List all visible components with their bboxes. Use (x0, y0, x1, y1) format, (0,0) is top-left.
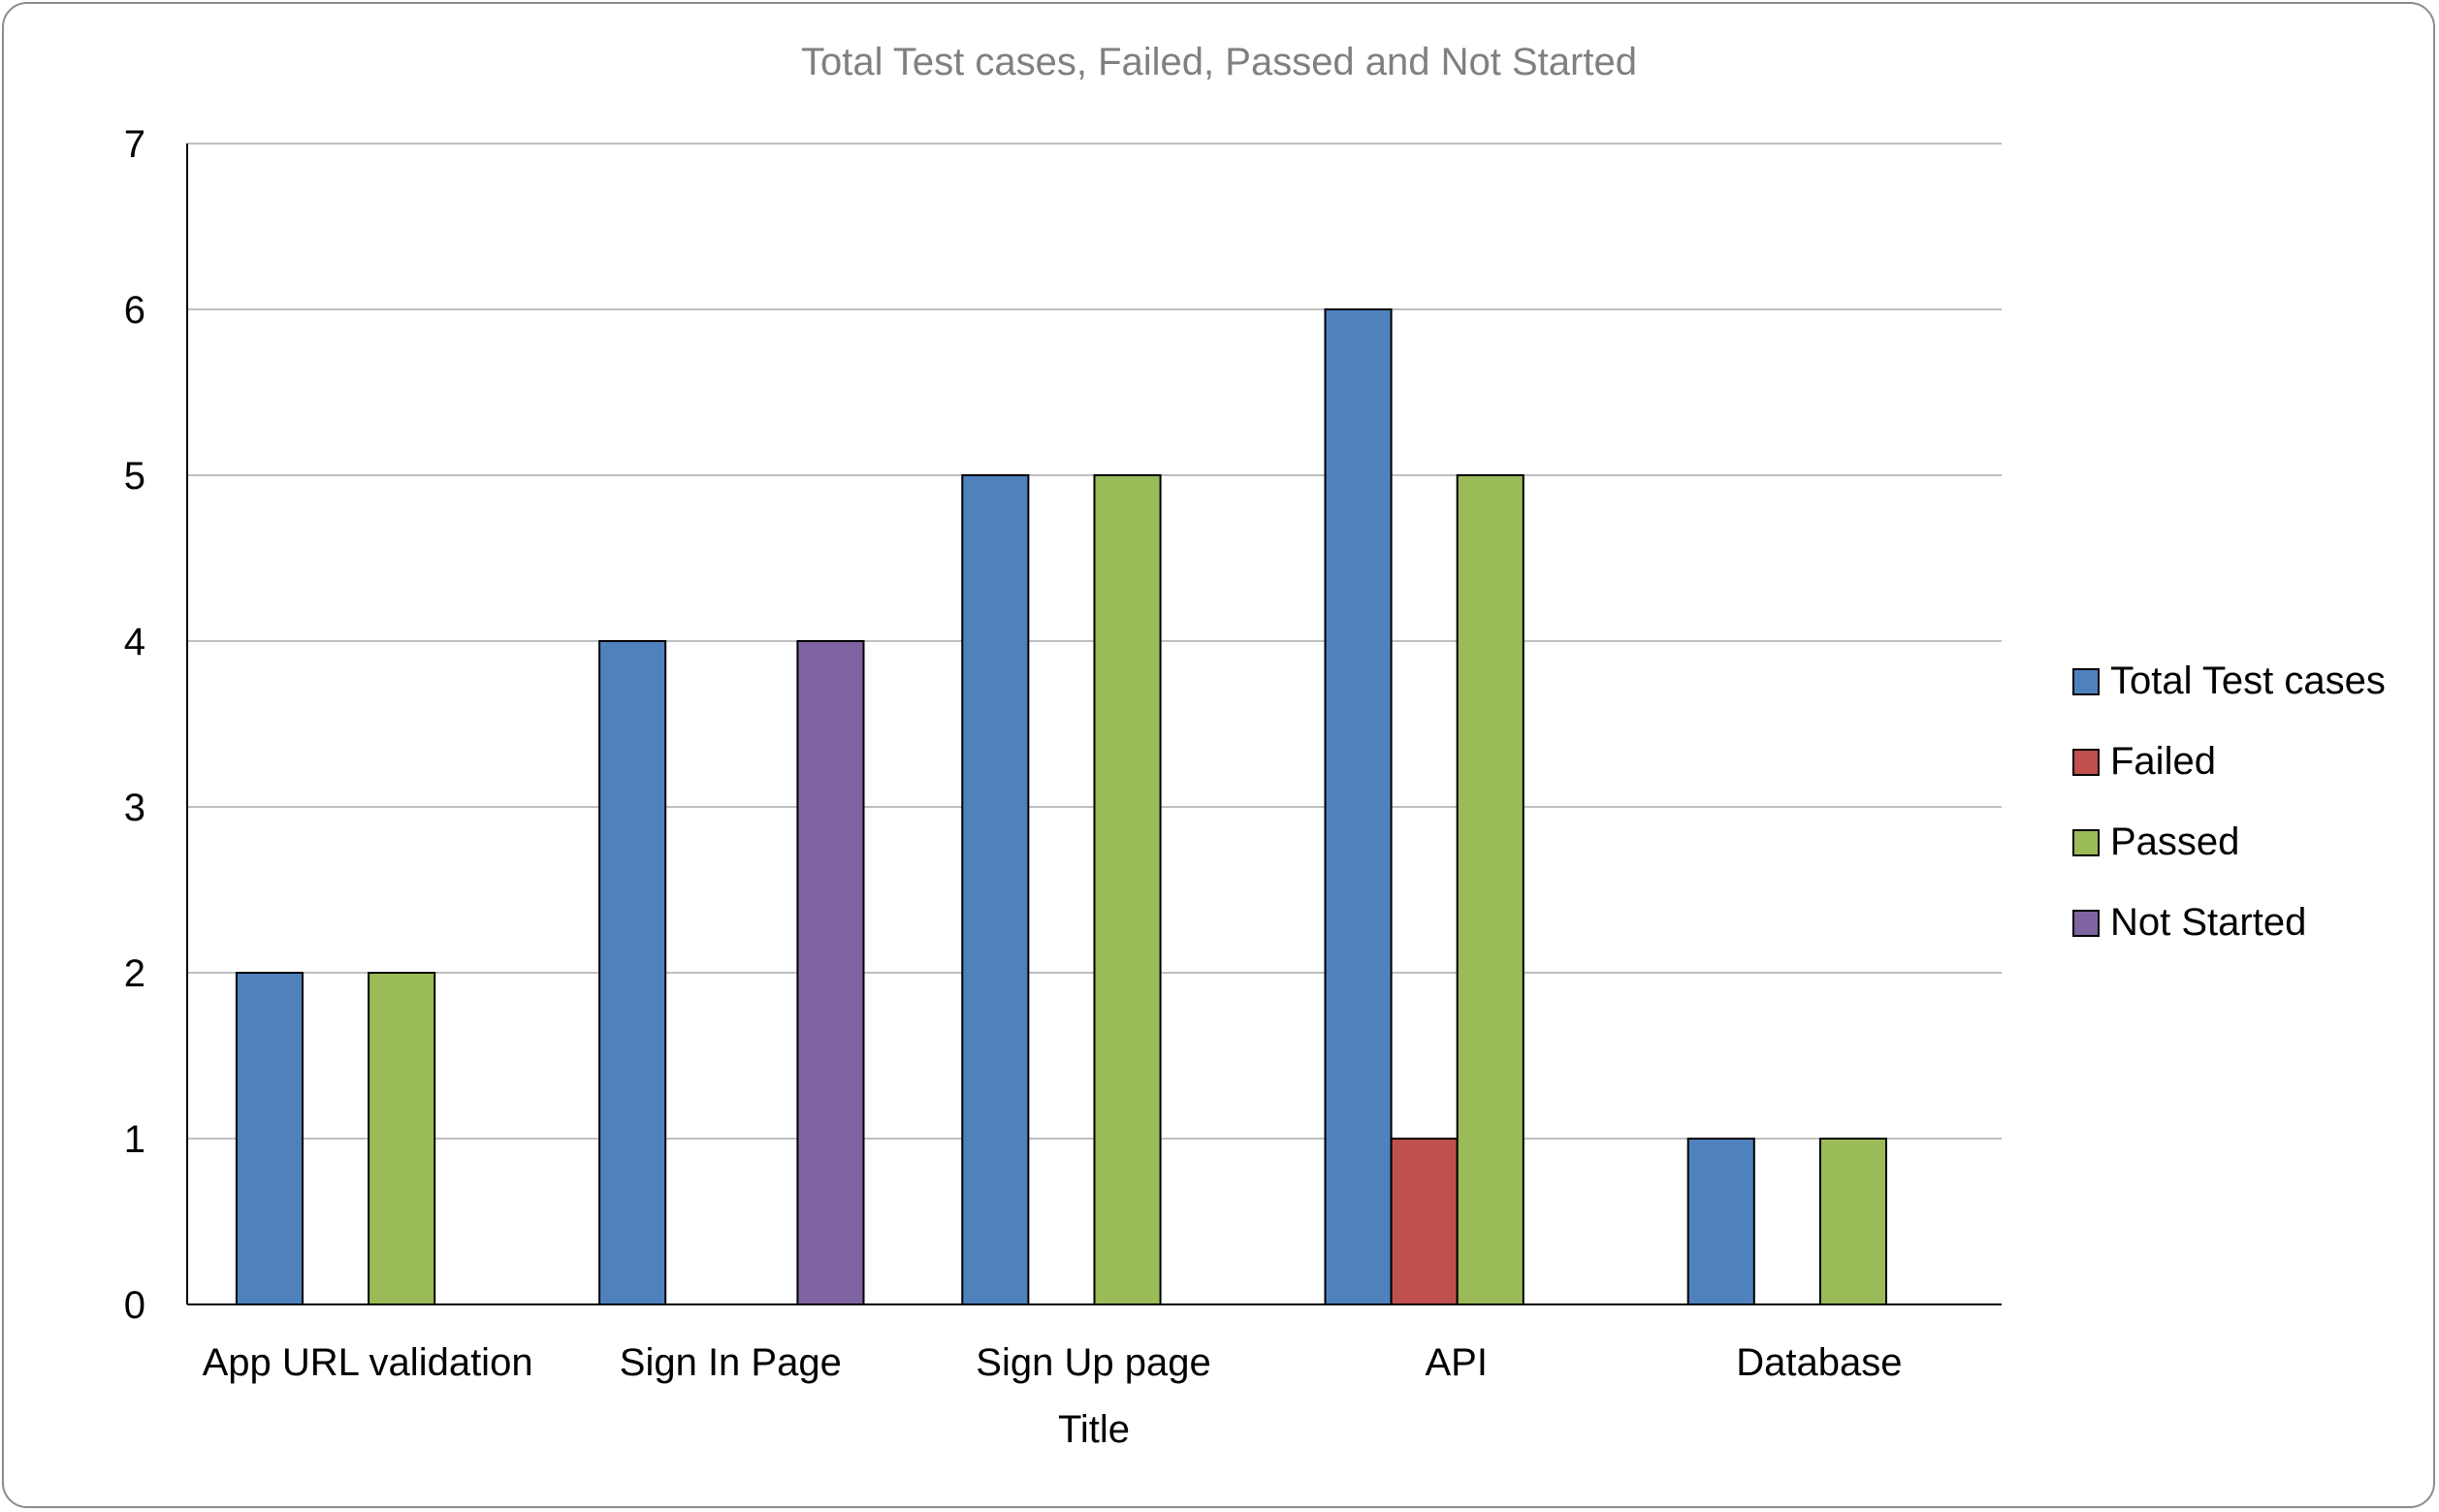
legend-label: Failed (2110, 740, 2216, 783)
bar-total-test-cases (598, 640, 667, 1305)
x-axis-categories: App URL validation Sign In Page Sign Up pa… (203, 1341, 1903, 1384)
legend-label: Passed (2110, 820, 2239, 863)
axes (186, 144, 2002, 1305)
bar-passed (1093, 474, 1162, 1305)
legend-swatch (2072, 910, 2100, 937)
bar-total-test-cases (235, 972, 304, 1305)
y-tick-label: 2 (124, 952, 145, 995)
y-axis-ticks: 0 1 2 3 4 5 6 7 (124, 123, 145, 1327)
x-category-label: Sign Up page (976, 1341, 1210, 1384)
bar-passed (1818, 1138, 1888, 1305)
y-tick-label: 0 (124, 1284, 145, 1327)
bar-total-test-cases (1324, 308, 1393, 1305)
x-category-label: API (1425, 1341, 1487, 1384)
x-axis-title: Title (1058, 1408, 1130, 1451)
y-tick-label: 3 (124, 787, 145, 829)
bar-total-test-cases (961, 474, 1030, 1305)
legend-swatch (2072, 829, 2100, 856)
y-tick-label: 7 (124, 123, 145, 166)
legend: Total Test cases Failed Passed Not Started (2072, 659, 2386, 944)
x-category-label: App URL validation (203, 1341, 533, 1384)
legend-swatch (2072, 668, 2100, 695)
chart-title: Total Test cases, Failed, Passed and Not… (801, 41, 1637, 83)
x-category-label: Database (1736, 1341, 1902, 1384)
bar-not-started (796, 640, 865, 1305)
legend-label: Total Test cases (2110, 659, 2386, 702)
bar-passed (368, 972, 436, 1305)
bar-passed (1456, 474, 1524, 1305)
legend-swatch (2072, 749, 2100, 776)
y-tick-label: 6 (124, 289, 145, 332)
x-category-label: Sign In Page (620, 1341, 842, 1384)
y-tick-label: 5 (124, 455, 145, 498)
y-tick-label: 1 (124, 1118, 145, 1161)
bars (235, 308, 1888, 1305)
y-tick-label: 4 (124, 621, 145, 663)
bar-total-test-cases (1686, 1138, 1755, 1305)
legend-label: Not Started (2110, 901, 2306, 944)
bar-failed (1390, 1138, 1459, 1305)
